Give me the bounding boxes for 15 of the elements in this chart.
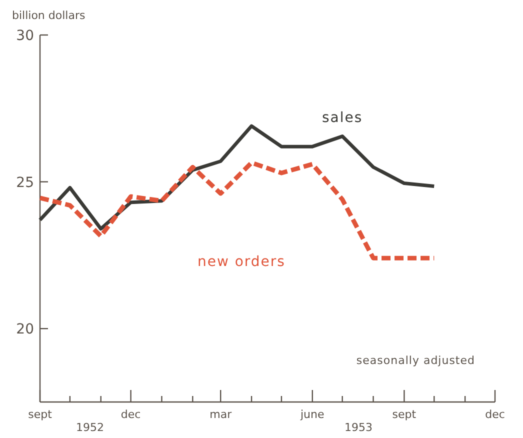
y-tick-label: 30: [16, 28, 34, 44]
y-tick-label: 25: [16, 174, 34, 191]
y-tick-label: 20: [16, 322, 34, 338]
x-tick-label: mar: [210, 408, 232, 421]
x-tick-label: sept: [28, 408, 53, 421]
text: 1953: [344, 421, 372, 434]
text: 1952: [76, 421, 104, 434]
x-tick-label: june: [300, 408, 325, 421]
annotation: seasonally adjusted: [356, 354, 475, 367]
series-label: sales: [322, 110, 363, 126]
y-axis-title: billion dollars: [12, 9, 86, 22]
text: new orders: [197, 254, 286, 270]
x-tick-label: sept: [392, 408, 417, 421]
x-tick-label: dec: [485, 408, 505, 421]
x-tick-label: dec: [120, 408, 141, 421]
